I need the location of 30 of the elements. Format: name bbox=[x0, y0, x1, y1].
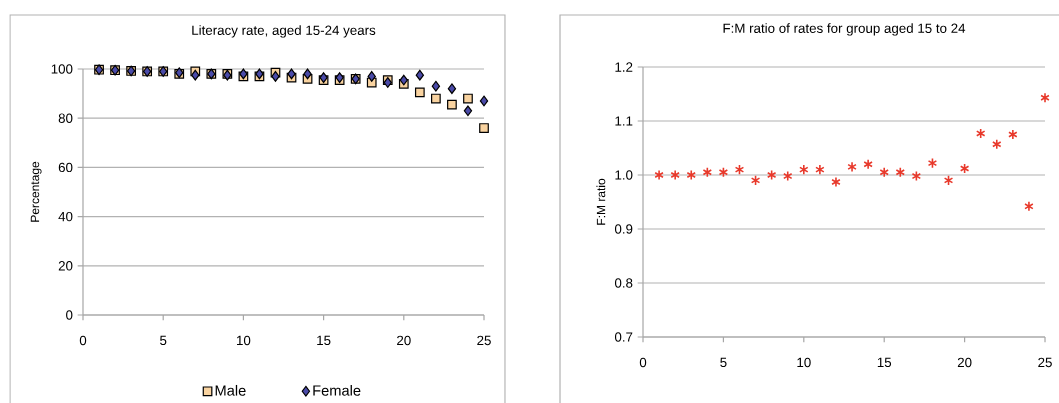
x-tick-label: 15 bbox=[877, 357, 892, 368]
y-tick-label: 1.0 bbox=[615, 170, 633, 180]
y-tick-label: 100 bbox=[51, 64, 73, 74]
y-axis-title: F:M ratio bbox=[596, 178, 606, 225]
y-axis-title: Percentage bbox=[30, 161, 42, 222]
y-tick-label: 60 bbox=[58, 162, 73, 173]
chart-title: F:M ratio of rates for group aged 15 to 24 bbox=[723, 23, 966, 36]
y-tick-label: 0.7 bbox=[614, 332, 633, 342]
chart-title: Literacy rate, aged 15-24 years bbox=[192, 25, 376, 38]
y-tick-label: 40 bbox=[58, 211, 73, 222]
y-tick-label: 20 bbox=[58, 261, 73, 271]
x-tick-label: 0 bbox=[79, 335, 87, 346]
y-tick-label: 1.1 bbox=[615, 116, 633, 126]
y-tick-label: 0.9 bbox=[614, 224, 633, 234]
legend-label: Male bbox=[215, 384, 246, 396]
x-tick-label: 10 bbox=[797, 357, 811, 368]
y-tick-label: 1.2 bbox=[615, 62, 633, 72]
y-tick-label: 0.8 bbox=[614, 278, 633, 288]
x-tick-label: 5 bbox=[720, 357, 727, 368]
x-tick-label: 10 bbox=[237, 335, 251, 346]
y-tick-label: 0 bbox=[66, 310, 73, 320]
y-tick-label: 80 bbox=[58, 113, 73, 123]
x-tick-label: 15 bbox=[317, 335, 331, 346]
x-tick-label: 20 bbox=[957, 357, 972, 368]
x-tick-label: 0 bbox=[639, 357, 647, 368]
x-tick-label: 25 bbox=[1038, 357, 1052, 368]
x-tick-label: 25 bbox=[477, 335, 491, 346]
x-tick-label: 20 bbox=[397, 335, 411, 346]
x-tick-label: 5 bbox=[160, 335, 167, 346]
legend-label: Female bbox=[313, 384, 361, 396]
